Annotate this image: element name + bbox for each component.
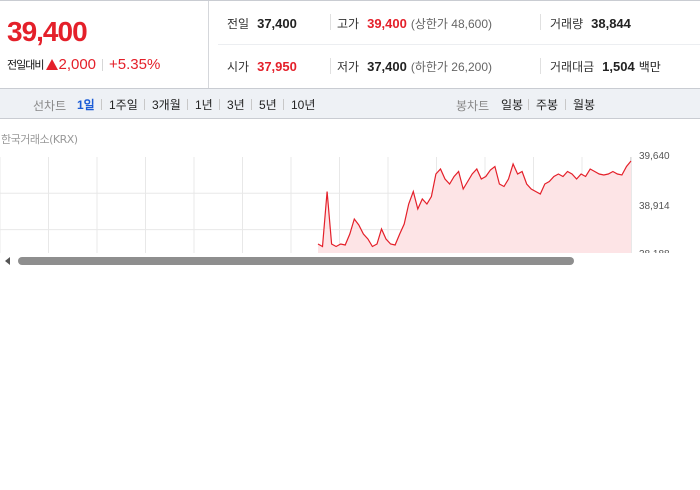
divider (540, 58, 541, 74)
stock-summary: 39,400 전일대비 2,000 +5.35% 전일 37,400 고가 39,400… (0, 0, 700, 88)
stat-value: 39,400 (367, 16, 407, 31)
stat-value: 37,400 (257, 16, 297, 31)
divider (102, 58, 104, 71)
stat-label: 시가 (227, 60, 250, 74)
stat-label: 저가 (337, 60, 360, 74)
tab-daily-candle[interactable]: 일봉 (501, 98, 524, 112)
stat-label: 고가 (337, 17, 360, 31)
tab-3-years[interactable]: 3년 (227, 98, 245, 112)
change-row: 전일대비 2,000 +5.35% (7, 54, 160, 73)
price-box: 39,400 전일대비 2,000 +5.35% (0, 1, 208, 88)
scrollbar-thumb[interactable] (18, 257, 574, 265)
change-rate: +5.35% (109, 56, 161, 73)
price-chart: 한국거래소(KRX) 39,640 38,914 38,188 (0, 119, 700, 269)
divider (219, 99, 220, 110)
stat-label: 거래량 (550, 17, 584, 31)
stat-value: 37,400 (367, 59, 407, 74)
tab-1-year[interactable]: 1년 (195, 98, 213, 112)
chart-source-label: 한국거래소(KRX) (1, 133, 78, 146)
triangle-left-icon[interactable] (5, 257, 10, 265)
candle-chart-label: 봉차트 (456, 99, 490, 113)
tab-5-years[interactable]: 5년 (259, 98, 277, 112)
chart-scrollbar[interactable] (0, 253, 700, 269)
stat-trade-value: 거래대금 1,504 백만 (550, 58, 661, 76)
stat-unit: 백만 (638, 60, 661, 74)
line-chart-label: 선차트 (33, 99, 67, 113)
y-tick-label: 39,640 (639, 151, 670, 162)
stat-value: 1,504 (602, 59, 635, 74)
divider (540, 14, 541, 30)
chart-period-tabs: 선차트 1일 1주일 3개월 1년 3년 5년 10년 봉차트 일봉 주봉 월봉 (0, 88, 700, 119)
stat-prev-close: 전일 37,400 (227, 15, 297, 33)
price-box-divider (208, 1, 209, 88)
divider (330, 14, 331, 30)
stat-label: 전일 (227, 17, 250, 31)
tab-1-day[interactable]: 1일 (77, 98, 95, 112)
divider (528, 99, 529, 110)
divider (144, 99, 145, 110)
divider (101, 99, 102, 110)
change-amount: 2,000 (58, 56, 97, 73)
stat-value: 37,950 (257, 59, 297, 74)
top-border (0, 0, 700, 1)
divider (565, 99, 566, 110)
tab-weekly-candle[interactable]: 주봉 (536, 98, 559, 112)
tab-1-week[interactable]: 1주일 (109, 98, 138, 112)
up-arrow-icon (46, 59, 59, 70)
change-label: 전일대비 (7, 58, 44, 72)
stat-low: 저가 37,400 (하한가 26,200) (337, 58, 492, 76)
stat-label: 거래대금 (550, 60, 595, 74)
lower-limit-text: (하한가 26,200) (410, 60, 493, 74)
divider (330, 58, 331, 74)
y-tick-label: 38,914 (639, 201, 670, 212)
tab-monthly-candle[interactable]: 월봉 (573, 98, 596, 112)
stats-row-divider (218, 44, 700, 45)
tab-3-months[interactable]: 3개월 (152, 98, 181, 112)
price-chart-svg (0, 157, 632, 269)
price-line (317, 160, 632, 248)
stat-open: 시가 37,950 (227, 58, 297, 76)
divider (187, 99, 188, 110)
stat-high: 고가 39,400 (상한가 48,600) (337, 15, 492, 33)
tab-10-years[interactable]: 10년 (291, 98, 316, 112)
price-area-fill (318, 161, 631, 269)
upper-limit-text: (상한가 48,600) (410, 17, 493, 31)
stat-value: 38,844 (591, 16, 631, 31)
current-price: 39,400 (7, 16, 88, 47)
divider (251, 99, 252, 110)
stat-volume: 거래량 38,844 (550, 15, 631, 33)
divider (283, 99, 284, 110)
